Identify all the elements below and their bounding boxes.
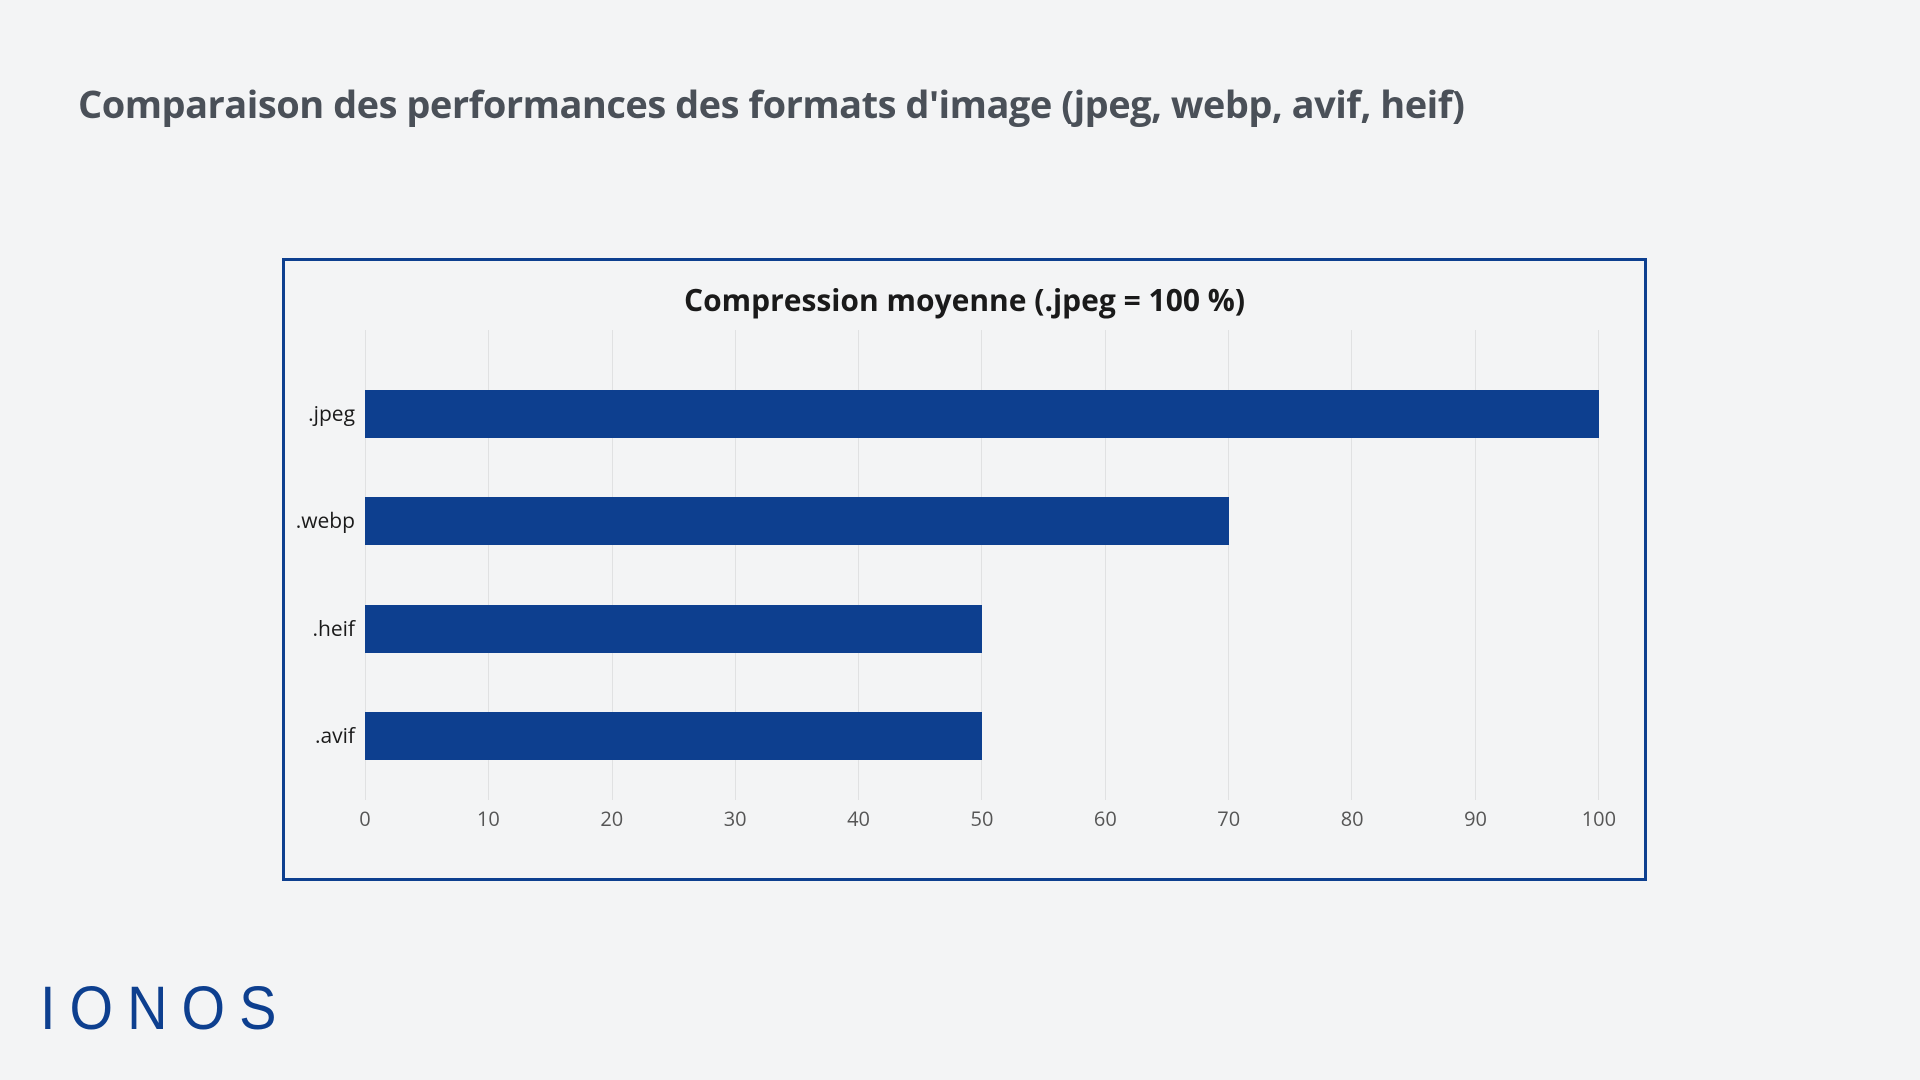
bar-category-label: .avif bbox=[295, 722, 355, 750]
chart-bars: .jpeg .webp .heif .avif bbox=[365, 330, 1599, 800]
bar-category-label: .webp bbox=[295, 507, 355, 535]
bar-row: .avif bbox=[365, 712, 1599, 760]
chart-x-axis: 0102030405060708090100 bbox=[365, 800, 1599, 840]
bar-row: .jpeg bbox=[365, 390, 1599, 438]
bar-category-label: .heif bbox=[295, 615, 355, 643]
bar-category-label: .jpeg bbox=[295, 400, 355, 428]
page-title: Comparaison des performances des formats… bbox=[78, 78, 1464, 130]
bar bbox=[365, 390, 1599, 438]
bar bbox=[365, 712, 982, 760]
compression-chart: Compression moyenne (.jpeg = 100 %) .jpe… bbox=[282, 258, 1647, 881]
bar bbox=[365, 605, 982, 653]
chart-plot-area: .jpeg .webp .heif .avif 0102030405060708090… bbox=[365, 330, 1599, 840]
bar bbox=[365, 497, 1229, 545]
bar-row: .webp bbox=[365, 497, 1599, 545]
bar-row: .heif bbox=[365, 605, 1599, 653]
chart-title: Compression moyenne (.jpeg = 100 %) bbox=[285, 279, 1644, 320]
ionos-logo: IONOS bbox=[40, 972, 290, 1044]
